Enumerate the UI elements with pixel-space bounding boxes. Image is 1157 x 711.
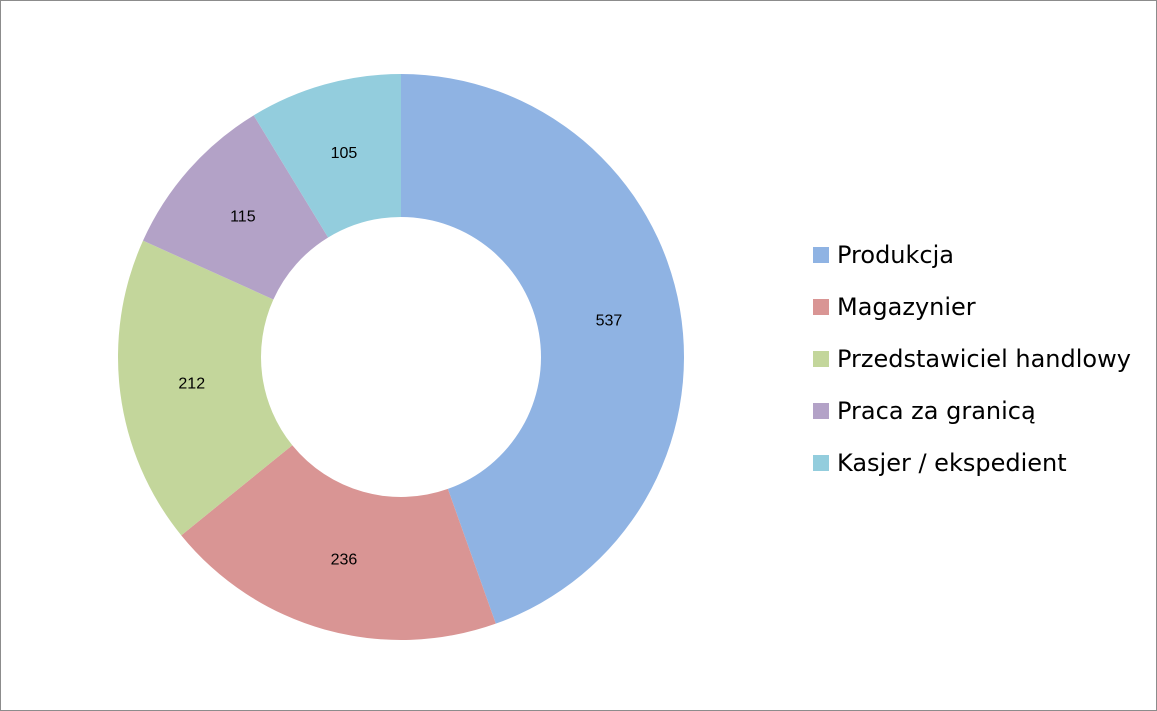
legend-swatch-1 [813,247,829,263]
slice-4 [143,115,329,300]
legend-label-2: Magazynier [837,293,976,321]
data-label-4: 115 [230,209,256,226]
data-labels: 537 236 212 115 105 [178,145,622,568]
legend-item-4: Praca za granicą [813,393,1131,445]
legend-label-3: Przedstawiciel handlowy [837,345,1131,373]
data-label-3: 212 [178,375,205,392]
legend-item-2: Magazynier [813,289,1131,341]
legend-label-5: Kasjer / ekspedient [837,449,1067,477]
legend-item-3: Przedstawiciel handlowy [813,341,1131,393]
slice-1 [401,74,685,624]
legend: Produkcja Magazynier Przedstawiciel handlo… [813,237,1131,497]
slice-3 [118,240,293,536]
slice-5 [253,74,401,238]
legend-swatch-2 [813,299,829,315]
data-label-5: 105 [331,145,358,162]
legend-label-4: Praca za granicą [837,397,1036,425]
legend-item-1: Produkcja [813,237,1131,289]
donut-slices [118,74,685,640]
data-label-2: 236 [331,551,358,568]
legend-swatch-5 [813,455,829,471]
legend-swatch-3 [813,351,829,367]
slice-2 [181,445,496,640]
data-label-1: 537 [596,312,623,329]
legend-label-1: Produkcja [837,241,954,269]
legend-item-5: Kasjer / ekspedient [813,445,1131,497]
legend-swatch-4 [813,403,829,419]
